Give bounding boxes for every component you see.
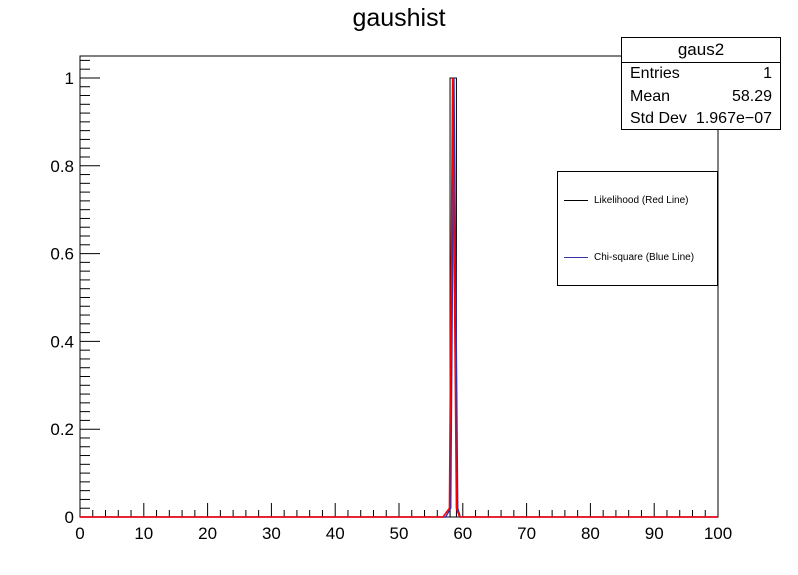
legend-swatch bbox=[564, 257, 588, 258]
x-tick-label: 100 bbox=[704, 524, 732, 543]
x-tick-label: 10 bbox=[134, 524, 153, 543]
legend-item-chi-square: Chi-square (Blue Line) bbox=[564, 252, 694, 263]
x-tick-label: 60 bbox=[453, 524, 472, 543]
x-tick-label: 80 bbox=[581, 524, 600, 543]
x-tick-label: 0 bbox=[75, 524, 84, 543]
legend-label: Likelihood (Red Line) bbox=[594, 195, 689, 206]
stats-value: 58.29 bbox=[731, 87, 772, 105]
stats-box: gaus2 Entries 1 Mean 58.29 Std Dev 1.967… bbox=[621, 37, 781, 130]
stats-row-stddev: Std Dev 1.967e−07 bbox=[622, 108, 780, 131]
y-tick-label: 1 bbox=[65, 69, 74, 88]
y-tick-label: 0.8 bbox=[50, 157, 74, 176]
stats-label: Mean bbox=[630, 87, 671, 105]
x-tick-label: 40 bbox=[326, 524, 345, 543]
x-tick-label: 50 bbox=[390, 524, 409, 543]
stats-label: Entries bbox=[630, 65, 680, 82]
y-tick-label: 0.4 bbox=[50, 332, 74, 351]
y-tick-label: 0.2 bbox=[50, 420, 74, 439]
x-tick-label: 70 bbox=[517, 524, 536, 543]
legend-label: Chi-square (Blue Line) bbox=[594, 252, 695, 263]
series-line-chi-square bbox=[80, 77, 718, 518]
series-line-likelihood bbox=[80, 77, 718, 518]
legend: Likelihood (Red Line) Chi-square (Blue L… bbox=[557, 171, 718, 286]
x-tick-label: 90 bbox=[645, 524, 664, 543]
chart-title: gaushist bbox=[352, 4, 446, 32]
stats-value: 1.967e−07 bbox=[695, 110, 772, 127]
stats-row-entries: Entries 1 bbox=[622, 63, 780, 86]
x-tick-label: 20 bbox=[198, 524, 217, 543]
y-tick-label: 0.6 bbox=[50, 245, 74, 264]
stats-row-mean: Mean 58.29 bbox=[622, 86, 780, 109]
y-tick-label: 0 bbox=[65, 508, 74, 527]
legend-swatch bbox=[564, 200, 588, 201]
x-tick-label: 30 bbox=[262, 524, 281, 543]
stats-value: 1 bbox=[763, 65, 772, 82]
legend-item-likelihood: Likelihood (Red Line) bbox=[564, 195, 689, 206]
stats-box-title: gaus2 bbox=[622, 38, 780, 63]
stats-label: Std Dev bbox=[630, 110, 687, 127]
